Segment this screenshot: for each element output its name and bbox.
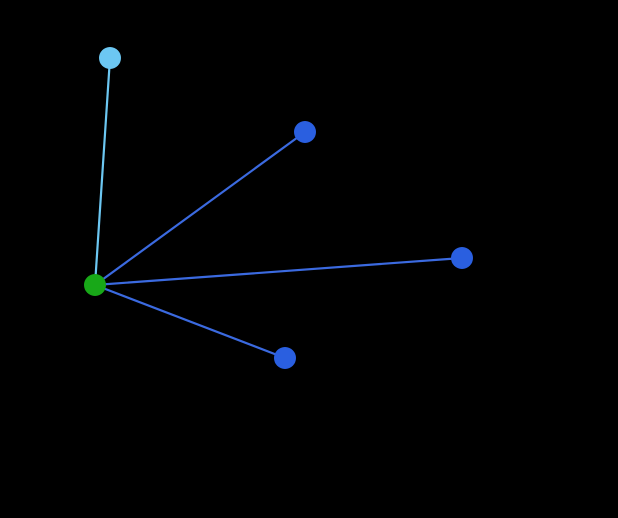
edge-center-lower — [95, 285, 285, 358]
node-lower — [274, 347, 296, 369]
edges-layer — [95, 58, 462, 358]
nodes-layer — [84, 47, 473, 369]
edge-center-upper — [95, 132, 305, 285]
network-graph — [0, 0, 618, 518]
node-top — [99, 47, 121, 69]
node-upper — [294, 121, 316, 143]
node-center — [84, 274, 106, 296]
edge-center-right — [95, 258, 462, 285]
edge-center-top — [95, 58, 110, 285]
node-right — [451, 247, 473, 269]
